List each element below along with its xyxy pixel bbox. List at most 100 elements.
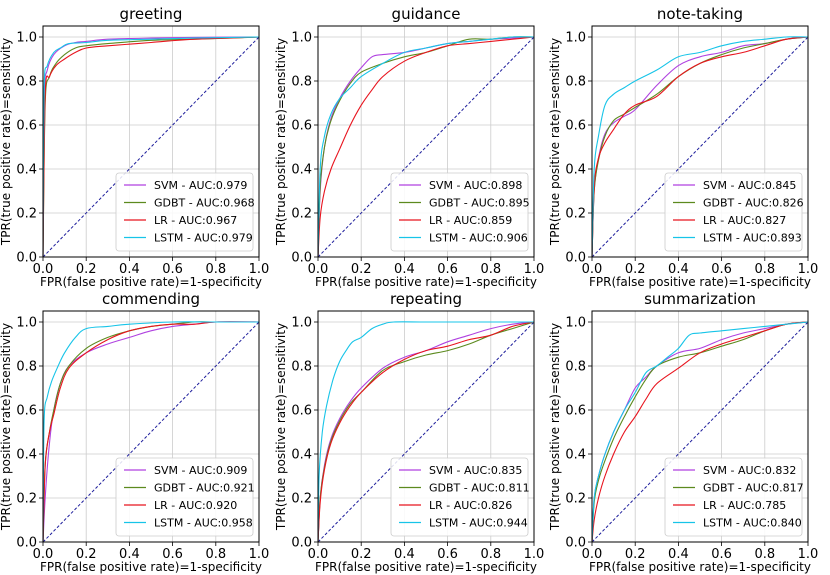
roc-curve-lstm bbox=[317, 321, 534, 543]
x-tick-label: 0.0 bbox=[308, 262, 329, 277]
legend-label-svm: SVM - AUC:0.835 bbox=[429, 464, 522, 477]
x-tick-label: 0.2 bbox=[351, 547, 372, 562]
x-axis-label: FPR(false positive rate)=1-specificity bbox=[589, 275, 811, 289]
x-tick-label: 1.0 bbox=[798, 547, 819, 562]
x-tick-label: 0.2 bbox=[625, 262, 646, 277]
y-tick-label: 0.8 bbox=[291, 75, 312, 90]
x-tick-label: 0.6 bbox=[437, 262, 458, 277]
y-tick-label: 0.0 bbox=[291, 251, 312, 266]
legend-box bbox=[115, 457, 254, 537]
x-tick-label: 0.4 bbox=[668, 262, 689, 277]
y-axis-label: TPR(true positive rate)=sensitivity bbox=[548, 323, 562, 531]
chance-diagonal bbox=[42, 36, 260, 258]
legend-box bbox=[664, 172, 803, 252]
y-axis-label: TPR(true positive rate)=sensitivity bbox=[548, 38, 562, 246]
legend: SVM - AUC:0.898 GDBT - AUC:0.895 LR - AUC:… bbox=[390, 172, 530, 252]
x-tick-label: 0.8 bbox=[754, 547, 775, 562]
y-tick-label: 0.6 bbox=[565, 119, 586, 134]
y-tick-label: 0.6 bbox=[565, 404, 586, 419]
panel-title: commending bbox=[102, 290, 200, 308]
y-tick-label: 0.2 bbox=[291, 492, 312, 507]
legend-label-lr: LR - AUC:0.859 bbox=[429, 214, 512, 227]
panel-title: greeting bbox=[120, 5, 183, 23]
y-tick-label: 0.6 bbox=[16, 119, 37, 134]
x-tick-label: 0.8 bbox=[754, 262, 775, 277]
plot-frame bbox=[317, 310, 535, 543]
legend-label-svm: SVM - AUC:0.845 bbox=[703, 179, 796, 192]
x-tick-label: 0.0 bbox=[582, 547, 603, 562]
x-tick-label: 0.4 bbox=[119, 262, 140, 277]
y-tick-label: 0.6 bbox=[291, 404, 312, 419]
x-tick-label: 0.2 bbox=[76, 547, 97, 562]
roc-curve-lr bbox=[591, 36, 809, 258]
y-tick-label: 0.2 bbox=[565, 207, 586, 222]
legend-label-lstm: LSTM - AUC:0.944 bbox=[429, 517, 528, 530]
y-tick-label: 1.0 bbox=[565, 31, 586, 46]
y-tick-label: 0.4 bbox=[16, 448, 37, 463]
panel-title: summarization bbox=[644, 290, 756, 308]
roc-curve-lr bbox=[317, 321, 535, 543]
legend-label-svm: SVM - AUC:0.832 bbox=[703, 464, 796, 477]
legend-label-gdbt: GDBT - AUC:0.811 bbox=[429, 482, 530, 495]
y-tick-label: 1.0 bbox=[291, 31, 312, 46]
x-axis-label: FPR(false positive rate)=1-specificity bbox=[589, 560, 811, 574]
roc-curve-lr bbox=[42, 321, 260, 543]
y-tick-label: 0.4 bbox=[291, 448, 312, 463]
legend-box bbox=[115, 172, 254, 252]
y-axis-label: TPR(true positive rate)=sensitivity bbox=[274, 38, 288, 246]
legend: SVM - AUC:0.835 GDBT - AUC:0.811 LR - AUC:… bbox=[390, 457, 530, 537]
x-tick-label: 0.8 bbox=[205, 262, 226, 277]
y-tick-label: 0.2 bbox=[16, 207, 37, 222]
chance-diagonal bbox=[42, 321, 260, 543]
roc-panel-note-taking: 0.0 0.2 0.4 0.6 0.8 1.0 0.0 0.2 0.4 0.6 0.8 1.0 note… bbox=[548, 5, 818, 289]
x-tick-label: 0.0 bbox=[33, 262, 54, 277]
legend-label-lstm: LSTM - AUC:0.893 bbox=[703, 232, 802, 245]
y-tick-label: 0.2 bbox=[291, 207, 312, 222]
plot-frame bbox=[591, 25, 809, 258]
y-tick-label: 0.8 bbox=[16, 360, 37, 375]
y-tick-label: 0.4 bbox=[16, 163, 37, 178]
y-axis-label: TPR(true positive rate)=sensitivity bbox=[0, 323, 13, 531]
roc-curve-lstm bbox=[591, 321, 809, 543]
x-tick-label: 0.8 bbox=[480, 547, 501, 562]
roc-curve-lstm bbox=[317, 36, 535, 258]
x-tick-label: 0.4 bbox=[668, 547, 689, 562]
panel-title: guidance bbox=[392, 5, 461, 23]
y-tick-label: 1.0 bbox=[16, 316, 37, 331]
legend-label-lstm: LSTM - AUC:0.958 bbox=[154, 517, 253, 530]
legend-label-lstm: LSTM - AUC:0.840 bbox=[703, 517, 802, 530]
legend: SVM - AUC:0.979 GDBT - AUC:0.968 LR - AUC:… bbox=[115, 172, 255, 252]
legend-label-svm: SVM - AUC:0.909 bbox=[154, 464, 247, 477]
y-axis-label: TPR(true positive rate)=sensitivity bbox=[0, 38, 13, 246]
y-tick-label: 0.8 bbox=[565, 75, 586, 90]
y-tick-label: 0.8 bbox=[16, 75, 37, 90]
roc-curve-lr bbox=[317, 36, 535, 258]
legend: SVM - AUC:0.832 GDBT - AUC:0.817 LR - AUC:… bbox=[664, 457, 804, 537]
plot-frame bbox=[42, 25, 260, 258]
x-tick-label: 1.0 bbox=[249, 547, 270, 562]
legend-box bbox=[664, 457, 803, 537]
roc-panel-repeating: 0.0 0.2 0.4 0.6 0.8 1.0 0.0 0.2 0.4 0.6 0.8 1.0 repe… bbox=[274, 290, 544, 574]
x-tick-label: 1.0 bbox=[524, 262, 545, 277]
y-tick-label: 0.4 bbox=[565, 163, 586, 178]
x-tick-label: 0.4 bbox=[119, 547, 140, 562]
legend-label-svm: SVM - AUC:0.898 bbox=[429, 179, 522, 192]
x-tick-label: 0.8 bbox=[480, 262, 501, 277]
x-tick-label: 0.0 bbox=[308, 547, 329, 562]
x-tick-label: 1.0 bbox=[524, 547, 545, 562]
x-tick-label: 1.0 bbox=[249, 262, 270, 277]
x-axis-label: FPR(false positive rate)=1-specificity bbox=[315, 275, 537, 289]
roc-panel-greeting: 0.0 0.2 0.4 0.6 0.8 1.0 0.0 0.2 0.4 0.6 0.8 1.0 gree… bbox=[0, 5, 269, 289]
x-tick-label: 0.6 bbox=[162, 262, 183, 277]
legend-box bbox=[390, 172, 529, 252]
y-tick-label: 0.6 bbox=[291, 119, 312, 134]
legend-label-lr: LR - AUC:0.826 bbox=[429, 499, 512, 512]
legend-label-gdbt: GDBT - AUC:0.817 bbox=[703, 482, 804, 495]
x-axis-label: FPR(false positive rate)=1-specificity bbox=[40, 560, 262, 574]
y-tick-label: 0.4 bbox=[565, 448, 586, 463]
x-tick-label: 0.4 bbox=[394, 262, 415, 277]
x-tick-label: 0.6 bbox=[711, 262, 732, 277]
roc-panel-summarization: 0.0 0.2 0.4 0.6 0.8 1.0 0.0 0.2 0.4 0.6 0.8 1.0 summ… bbox=[548, 290, 818, 574]
y-tick-label: 0.8 bbox=[565, 360, 586, 375]
